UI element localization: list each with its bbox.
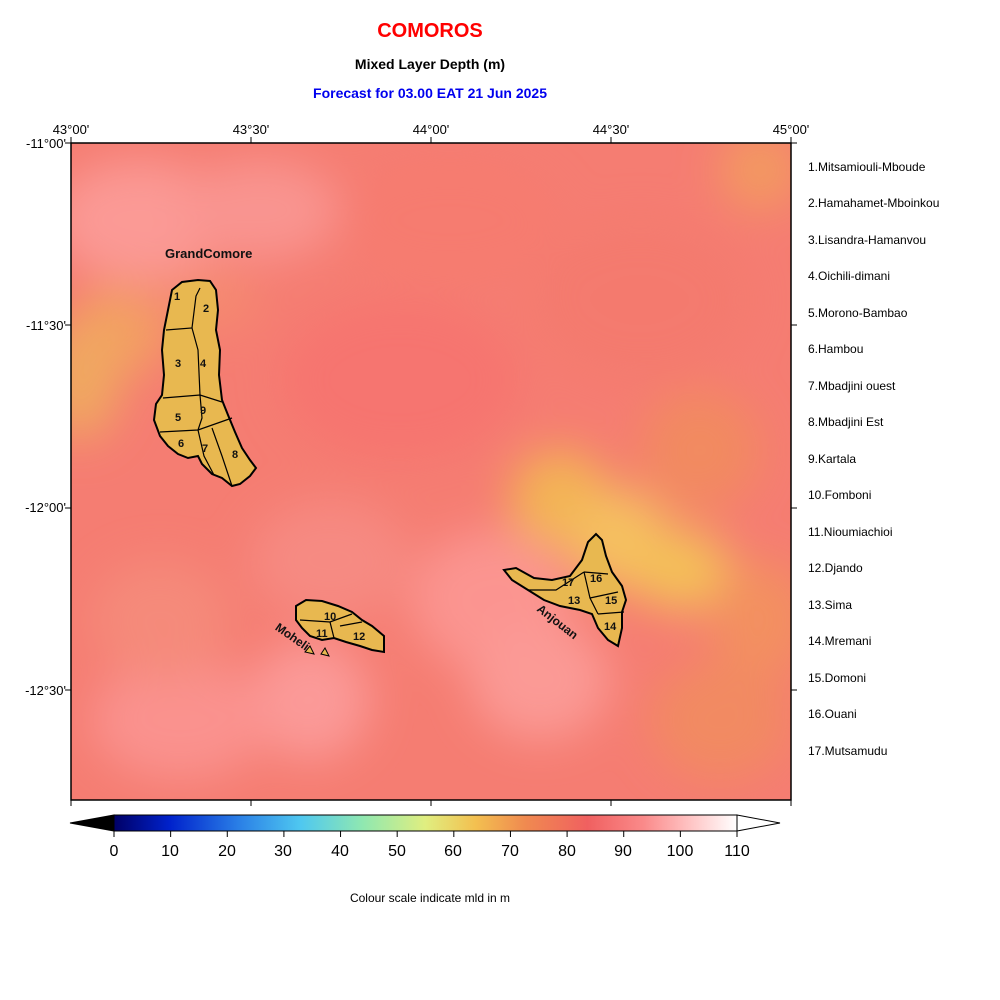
legend-item: 9.Kartala: [808, 452, 857, 466]
moheli-island: [295, 598, 385, 657]
grand-comore-island: [152, 278, 258, 488]
grand-comore-label: GrandComore: [165, 246, 252, 261]
legend-item: 11.Nioumiachioi: [808, 525, 893, 539]
colour-bar-label: 20: [218, 843, 236, 860]
colour-bar-ramp: [113, 814, 738, 832]
colour-bar-label: 100: [666, 843, 694, 860]
colour-bar-label: 30: [274, 843, 292, 860]
colour-bar: [69, 814, 781, 837]
lon-tick-label: 44°30': [592, 122, 630, 137]
district-number: 10: [324, 611, 336, 623]
district-number: 11: [316, 628, 328, 640]
legend-item: 13.Sima: [808, 598, 853, 612]
legend-item: 4.Oichili-dimani: [808, 269, 891, 283]
district-number: 7: [202, 443, 208, 455]
colour-bar-label: 110: [724, 843, 750, 860]
lon-tick-label: 43°00': [52, 122, 90, 137]
legend-item: 12.Djando: [808, 561, 863, 575]
district-number: 4: [200, 358, 207, 370]
district-number: 13: [568, 595, 580, 607]
district-number: 8: [232, 449, 238, 461]
colour-bar-label: 0: [109, 843, 119, 860]
colour-bar-label: 10: [161, 843, 179, 860]
colour-bar-label: 90: [614, 843, 632, 860]
district-number: 6: [178, 438, 184, 450]
legend-item: 10.Fomboni: [808, 488, 872, 502]
colour-bar-label: 60: [444, 843, 462, 860]
lon-tick-label: 45°00': [772, 122, 810, 137]
colour-bar-label: 50: [388, 843, 406, 860]
legend-item: 17.Mutsamudu: [808, 744, 888, 758]
lat-tick-label: -11°00': [26, 136, 66, 151]
colour-bar-label: 70: [501, 843, 519, 860]
lat-tick-label: -12°00': [25, 500, 66, 515]
legend-item: 15.Domoni: [808, 671, 867, 685]
district-number: 2: [203, 303, 209, 315]
legend-item: 2.Hamahamet-Mboinkou: [808, 196, 940, 210]
legend-item: 6.Hambou: [808, 342, 864, 356]
lon-tick-label: 43°30': [232, 122, 270, 137]
lat-tick-label: -11°30': [26, 318, 66, 333]
forecast-title: Forecast for 03.00 EAT 21 Jun 2025: [313, 85, 547, 101]
district-number: 14: [604, 621, 617, 633]
legend-item: 3.Lisandra-Hamanvou: [808, 233, 927, 247]
district-number: 3: [175, 358, 181, 370]
variable-title: Mixed Layer Depth (m): [354, 56, 506, 72]
district-number: 16: [590, 573, 602, 585]
district-number: 12: [353, 631, 365, 643]
colour-bar-low-arrow: [69, 814, 115, 832]
legend-item: 8.Mbadjini Est: [808, 415, 884, 429]
legend-item: 7.Mbadjini ouest: [808, 379, 896, 393]
district-number: 17: [562, 577, 574, 589]
district-number: 5: [175, 412, 181, 424]
district-number: 9: [200, 405, 206, 417]
legend-item: 1.Mitsamiouli-Mboude: [808, 160, 926, 174]
colour-bar-label: 80: [558, 843, 576, 860]
colour-bar-caption: Colour scale indicate mld in m: [349, 891, 511, 905]
legend-item: 16.Ouani: [808, 707, 857, 721]
district-number: 15: [605, 595, 617, 607]
legend-item: 5.Morono-Bambao: [808, 306, 908, 320]
district-number: 1: [174, 291, 180, 303]
lat-tick-label: -12°30': [25, 683, 66, 698]
legend-item: 14.Mremani: [808, 634, 872, 648]
lon-tick-label: 44°00': [412, 122, 450, 137]
country-title: COMOROS: [377, 20, 483, 42]
frame-ticks: [65, 137, 797, 806]
colour-bar-high-arrow: [736, 814, 781, 832]
colour-bar-label: 40: [331, 843, 349, 860]
mld-field: [71, 143, 791, 800]
anjouan-island: [502, 532, 628, 648]
